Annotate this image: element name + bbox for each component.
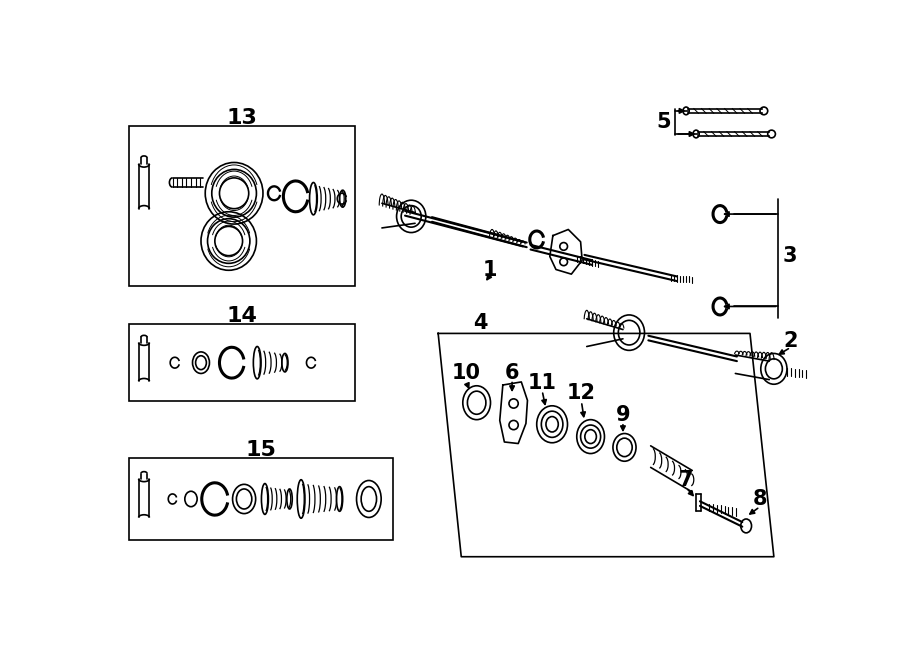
Bar bbox=[129, 126, 355, 286]
Bar bbox=[129, 458, 393, 540]
Text: 8: 8 bbox=[752, 489, 768, 509]
Text: 15: 15 bbox=[246, 440, 276, 461]
Text: 4: 4 bbox=[473, 313, 488, 332]
Text: 3: 3 bbox=[783, 247, 797, 266]
Text: 2: 2 bbox=[784, 331, 798, 351]
Text: 5: 5 bbox=[656, 112, 671, 132]
Text: 1: 1 bbox=[482, 260, 497, 280]
Text: 6: 6 bbox=[505, 364, 519, 383]
Text: 13: 13 bbox=[227, 108, 257, 128]
Text: 10: 10 bbox=[452, 364, 481, 383]
Bar bbox=[129, 324, 355, 401]
Text: 12: 12 bbox=[567, 383, 596, 403]
Text: 14: 14 bbox=[227, 307, 257, 327]
Text: 7: 7 bbox=[679, 470, 693, 490]
Text: 11: 11 bbox=[527, 373, 556, 393]
Text: 9: 9 bbox=[616, 405, 630, 425]
